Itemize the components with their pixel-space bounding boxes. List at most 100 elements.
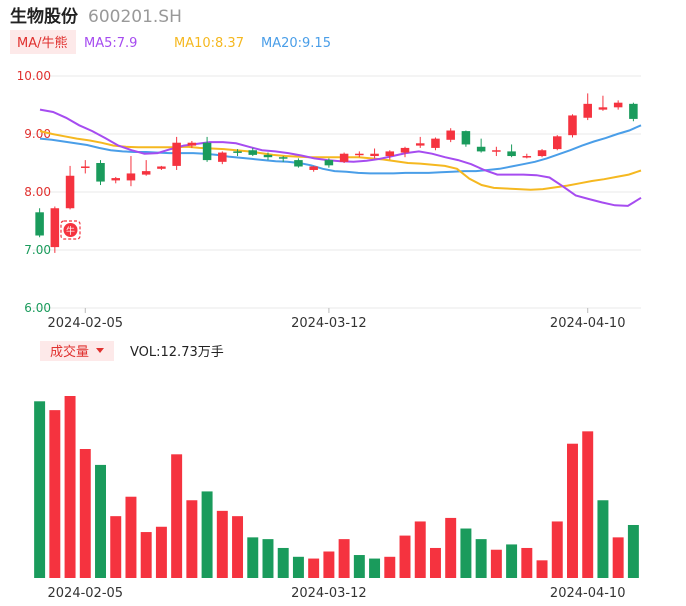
candle[interactable] <box>431 137 440 151</box>
volume-bar[interactable] <box>125 496 137 578</box>
candle[interactable] <box>629 102 638 122</box>
candle-body <box>96 163 105 182</box>
volume-bar[interactable] <box>247 537 259 578</box>
volume-bar[interactable] <box>536 560 548 578</box>
volume-bar[interactable] <box>171 454 183 578</box>
volume-bar[interactable] <box>399 535 411 578</box>
volume-toggle-bg[interactable] <box>40 341 114 361</box>
volume-bar[interactable] <box>110 516 122 578</box>
candle[interactable] <box>111 176 121 184</box>
candle[interactable] <box>278 156 288 162</box>
candle[interactable] <box>309 165 318 172</box>
volume-bar[interactable] <box>34 401 46 578</box>
candle-body <box>324 160 334 166</box>
volume-bar[interactable] <box>232 516 244 578</box>
volume-bar[interactable] <box>186 500 198 578</box>
candle[interactable] <box>35 208 44 238</box>
candle[interactable] <box>187 140 197 148</box>
volume-bar[interactable] <box>277 547 289 578</box>
price-x-tick-label: 2024-02-05 <box>48 316 124 331</box>
candle-body <box>522 156 532 158</box>
volume-bar[interactable] <box>521 547 533 578</box>
volume-bar[interactable] <box>384 556 396 578</box>
volume-bar[interactable] <box>429 547 441 578</box>
volume-bar[interactable] <box>79 449 91 578</box>
candle[interactable] <box>385 150 395 160</box>
volume-bar[interactable] <box>597 500 609 578</box>
candle[interactable] <box>522 153 532 159</box>
volume-bar[interactable] <box>445 517 457 578</box>
candle[interactable] <box>476 138 486 153</box>
candle-body <box>339 153 349 162</box>
candle[interactable] <box>233 149 242 157</box>
volume-bar[interactable] <box>551 521 563 578</box>
candle[interactable] <box>81 160 90 174</box>
volume-bar[interactable] <box>216 510 228 578</box>
volume-bar[interactable] <box>201 491 213 578</box>
volume-bar[interactable] <box>612 537 624 578</box>
volume-bar[interactable] <box>308 558 320 578</box>
volume-bar[interactable] <box>369 558 381 578</box>
volume-bar[interactable] <box>460 528 472 578</box>
candle[interactable] <box>294 158 303 168</box>
candle[interactable] <box>355 151 364 158</box>
candle[interactable] <box>583 93 592 121</box>
volume-bar[interactable] <box>155 526 167 578</box>
candle[interactable] <box>552 135 562 151</box>
volume-bar[interactable] <box>49 410 61 578</box>
candle[interactable] <box>172 136 181 170</box>
candle-body <box>50 208 60 248</box>
candle[interactable] <box>96 160 105 186</box>
candle[interactable] <box>461 130 471 147</box>
chevron-down-icon[interactable] <box>96 348 104 353</box>
candlesticks <box>35 93 638 253</box>
volume-bar[interactable] <box>567 443 578 578</box>
candle[interactable] <box>157 165 166 170</box>
candle-body <box>568 115 577 136</box>
volume-toggle-label[interactable]: 成交量 <box>50 344 89 360</box>
candle[interactable] <box>613 100 623 110</box>
candle[interactable] <box>263 152 273 161</box>
volume-bar[interactable] <box>140 532 152 578</box>
volume-value: VOL:12.73万手 <box>130 345 224 360</box>
candle[interactable] <box>537 149 547 158</box>
candle-body <box>598 107 608 110</box>
ma-toggle-bg[interactable] <box>10 30 76 54</box>
ma-toggle-label[interactable]: MA/牛熊 <box>17 35 68 51</box>
volume-bar[interactable] <box>353 555 365 578</box>
candle[interactable] <box>598 95 608 111</box>
volume-bar[interactable] <box>338 539 350 578</box>
candle[interactable] <box>141 160 151 176</box>
bull-marker[interactable]: 牛 <box>60 220 81 240</box>
candle[interactable] <box>65 165 75 210</box>
candle[interactable] <box>507 144 516 158</box>
candle[interactable] <box>370 148 379 159</box>
candle[interactable] <box>568 114 577 138</box>
candle-body <box>263 154 273 158</box>
candle[interactable] <box>202 136 212 162</box>
volume-bar[interactable] <box>506 544 518 578</box>
candle[interactable] <box>446 128 455 143</box>
candle[interactable] <box>339 152 349 163</box>
candle[interactable] <box>492 146 501 157</box>
volume-bar[interactable] <box>582 431 594 578</box>
candle[interactable] <box>415 136 425 148</box>
candle-body <box>446 130 455 140</box>
volume-bar[interactable] <box>64 396 76 578</box>
candle[interactable] <box>218 151 227 165</box>
candle[interactable] <box>248 147 258 157</box>
volume-bar[interactable] <box>475 539 487 578</box>
volume-bar[interactable] <box>490 549 502 578</box>
candle-body <box>65 175 75 209</box>
volume-bar[interactable] <box>627 524 639 578</box>
volume-bar[interactable] <box>95 464 106 578</box>
candle[interactable] <box>400 146 410 158</box>
volume-bar[interactable] <box>414 521 426 578</box>
candle[interactable] <box>324 158 334 168</box>
candle[interactable] <box>50 206 60 253</box>
candle[interactable] <box>126 156 136 187</box>
volume-bar[interactable] <box>323 551 335 578</box>
candle-body <box>141 171 151 175</box>
volume-bar[interactable] <box>292 556 304 578</box>
volume-bar[interactable] <box>262 539 274 578</box>
